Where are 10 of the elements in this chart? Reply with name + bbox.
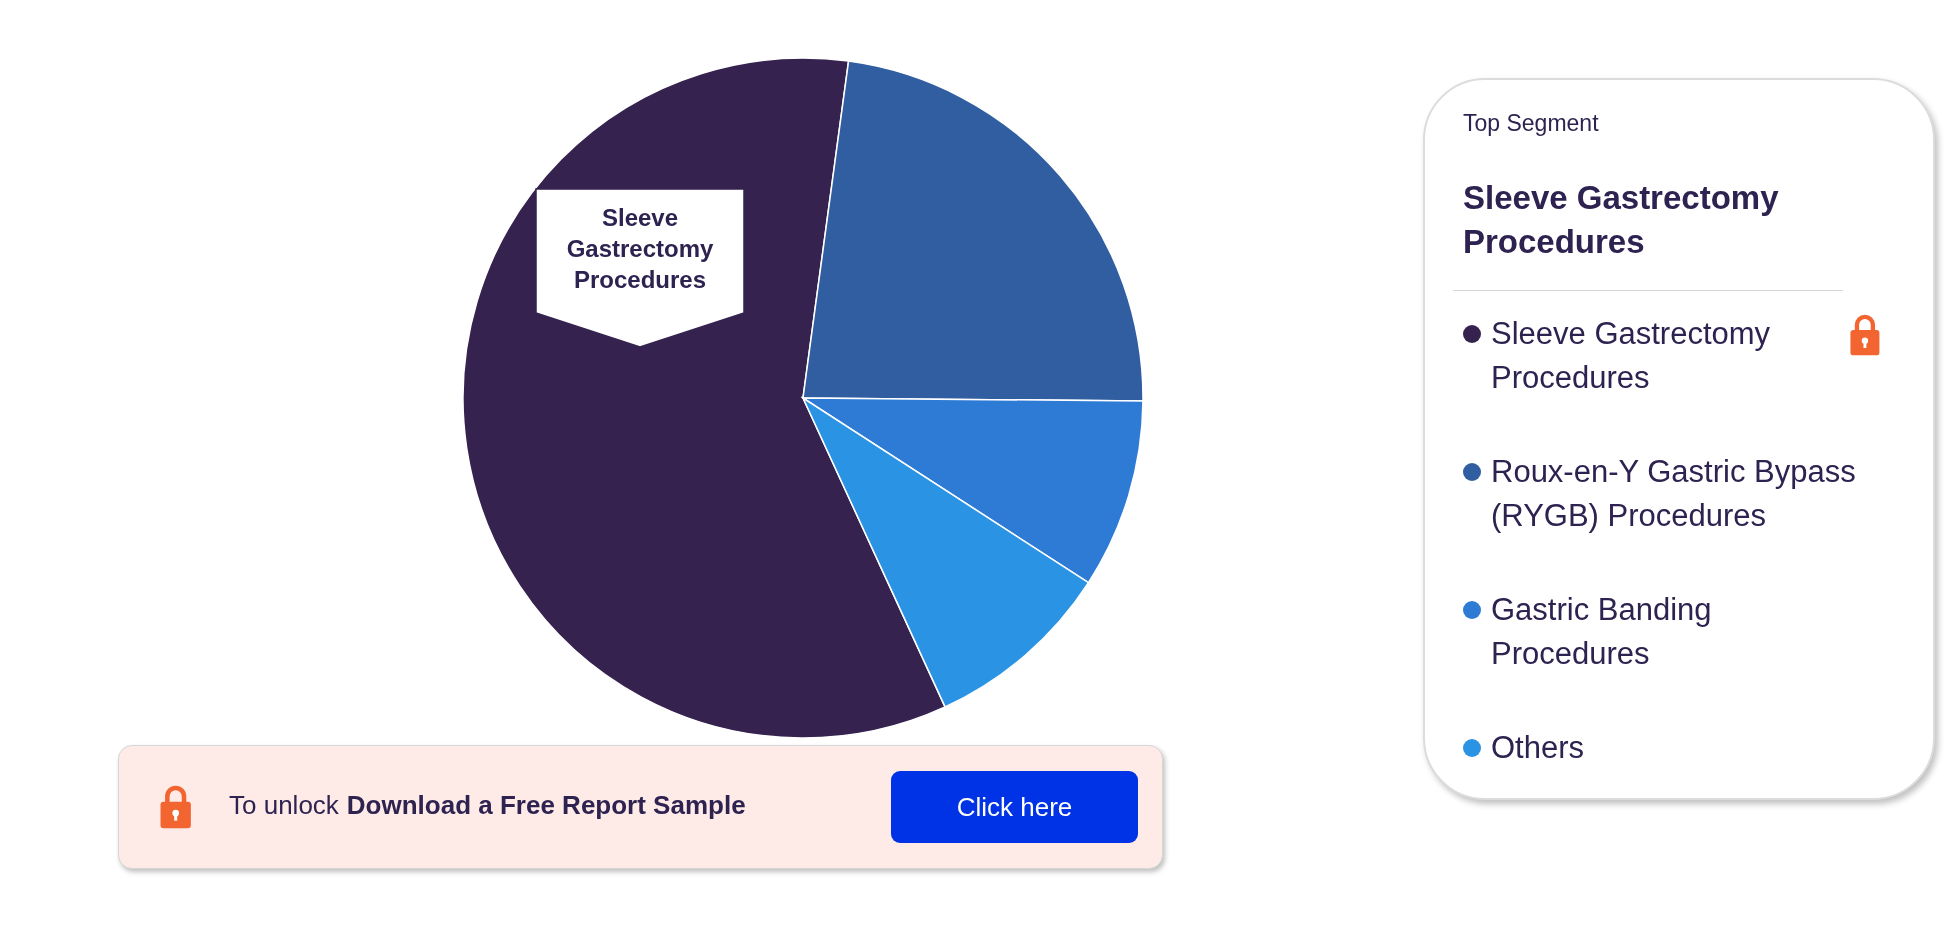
legend-label: Others — [1491, 729, 1586, 767]
text: Download a Free Report Sample — [346, 790, 746, 821]
click-here-button[interactable]: Click here — [891, 771, 1138, 843]
text: Sleeve Gastrectomy Procedures — [1463, 178, 1780, 262]
legend-label: Gastric Banding Procedures — [1491, 591, 1713, 673]
text: Sleeve Gastrectomy Procedures — [565, 203, 715, 295]
legend-label: Roux-en-Y Gastric Bypass (RYGB) Procedures — [1491, 453, 1857, 535]
text: To unlock — [229, 790, 339, 821]
legend-label: Sleeve Gastrectomy Procedures — [1491, 315, 1772, 397]
text: Top Segment — [1463, 110, 1599, 137]
